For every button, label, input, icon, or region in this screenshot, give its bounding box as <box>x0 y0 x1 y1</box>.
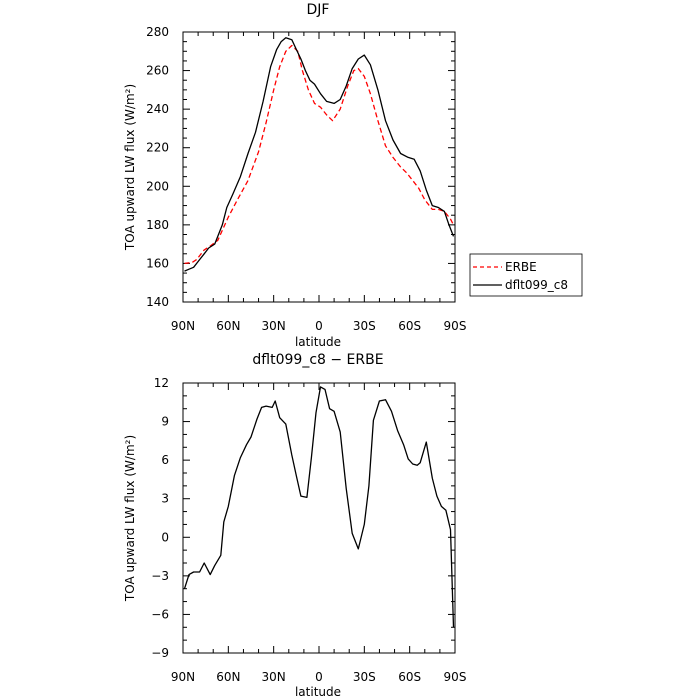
x-tick-label: 90N <box>171 670 195 684</box>
plot-frame <box>182 382 456 654</box>
x-tick-label: 60S <box>398 319 421 333</box>
y-tick-label: 160 <box>146 256 169 270</box>
y-axis-title: TOA upward LW flux (W/m²) <box>123 84 137 251</box>
legend-box <box>469 253 583 297</box>
series-lines <box>183 386 455 628</box>
y-axis-title: TOA upward LW flux (W/m²) <box>123 435 137 602</box>
legend: ERBE dflt099_c8 <box>469 253 583 297</box>
x-tick-label: 90S <box>444 670 467 684</box>
y-tick-label: 280 <box>146 25 169 39</box>
panel-title: DJF <box>307 2 330 18</box>
legend-label-erbe: ERBE <box>505 260 537 274</box>
y-tick-label: 180 <box>146 218 169 232</box>
x-tick-label: 30N <box>262 319 286 333</box>
series-lines <box>184 37 455 272</box>
y-tick-label: 12 <box>154 376 169 390</box>
y-tick-label: 9 <box>161 415 169 429</box>
x-tick-label: 30S <box>353 319 376 333</box>
x-tick-label: 30N <box>262 670 286 684</box>
panel-difference: dflt099_c8 − ERBE 90N 60N 30N 0 30S 60S 90S −9 −… <box>123 352 466 699</box>
x-tick-label: 90N <box>171 319 195 333</box>
y-tick-label: −9 <box>151 646 169 660</box>
y-tick-label: −6 <box>151 607 169 621</box>
y-tick-label: 3 <box>161 492 169 506</box>
y-tick-label: 200 <box>146 179 169 193</box>
x-tick-label: 0 <box>315 319 323 333</box>
x-tick-label: 60S <box>398 670 421 684</box>
y-tick-label: 0 <box>161 530 169 544</box>
panel-title: dflt099_c8 − ERBE <box>252 352 383 368</box>
x-axis-title: latitude <box>295 685 341 699</box>
y-tick-label: 240 <box>146 102 169 116</box>
y-tick-label: 260 <box>146 64 169 78</box>
series-line-difference-0 <box>183 386 455 628</box>
legend-label-dflt099-c8: dflt099_c8 <box>505 278 568 292</box>
y-tick-label: −3 <box>151 569 169 583</box>
x-tick-label: 60N <box>216 670 240 684</box>
panel-djf: DJF 90N 60N 30N 0 30S 60S 90S 140 160 180 200 220 24… <box>123 2 583 349</box>
x-tick-label: 30S <box>353 670 376 684</box>
series-line-erbe <box>184 44 455 265</box>
y-tick-label: 6 <box>161 453 169 467</box>
axis-ticks: 90N 60N 30N 0 30S 60S 90S −9 −6 −3 0 3 6 9 12 <box>151 376 466 684</box>
x-axis-title: latitude <box>295 335 341 349</box>
x-tick-label: 60N <box>216 319 240 333</box>
x-tick-label: 90S <box>444 319 467 333</box>
y-tick-label: 220 <box>146 141 169 155</box>
y-tick-label: 140 <box>146 295 169 309</box>
x-tick-label: 0 <box>315 670 323 684</box>
axis-ticks: 90N 60N 30N 0 30S 60S 90S 140 160 180 200 220 240 260… <box>146 25 466 333</box>
series-line-dflt099-c8 <box>184 37 455 272</box>
plot-frame <box>182 31 456 303</box>
